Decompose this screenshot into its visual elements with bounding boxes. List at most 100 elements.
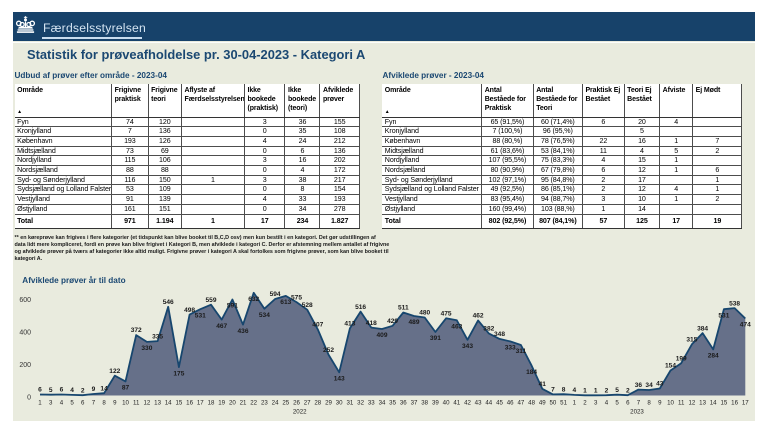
svg-text:534: 534 [259, 312, 270, 319]
svg-text:22: 22 [250, 399, 257, 406]
svg-text:48: 48 [528, 399, 535, 406]
svg-text:5: 5 [49, 387, 53, 394]
svg-text:531: 531 [718, 312, 729, 319]
svg-text:2: 2 [626, 387, 630, 394]
svg-text:10: 10 [667, 399, 674, 406]
svg-text:546: 546 [163, 299, 174, 306]
svg-text:38: 38 [421, 399, 428, 406]
svg-text:9: 9 [113, 399, 117, 406]
svg-text:25: 25 [282, 399, 289, 406]
svg-text:6: 6 [38, 387, 42, 394]
svg-text:17: 17 [197, 399, 204, 406]
svg-text:13: 13 [154, 399, 161, 406]
svg-text:348: 348 [494, 331, 505, 338]
svg-text:2: 2 [81, 387, 85, 394]
svg-text:2: 2 [605, 387, 609, 394]
svg-text:6: 6 [81, 399, 85, 406]
svg-text:382: 382 [483, 326, 494, 333]
svg-text:37: 37 [411, 399, 418, 406]
svg-text:8: 8 [102, 399, 106, 406]
svg-text:284: 284 [708, 353, 719, 360]
svg-text:335: 335 [152, 333, 163, 340]
svg-text:14: 14 [165, 399, 172, 406]
svg-text:15: 15 [720, 399, 727, 406]
svg-text:19: 19 [218, 399, 225, 406]
svg-text:4: 4 [605, 399, 609, 406]
svg-text:11: 11 [133, 399, 140, 406]
svg-text:343: 343 [462, 343, 473, 350]
svg-text:24: 24 [272, 399, 279, 406]
svg-text:372: 372 [131, 327, 142, 334]
svg-text:51: 51 [560, 399, 567, 406]
svg-text:311: 311 [516, 348, 527, 355]
svg-text:35: 35 [389, 399, 396, 406]
svg-text:391: 391 [430, 335, 441, 342]
svg-text:29: 29 [325, 399, 332, 406]
svg-text:5: 5 [615, 387, 619, 394]
svg-text:7: 7 [551, 387, 555, 394]
svg-text:33: 33 [368, 399, 375, 406]
svg-text:5: 5 [615, 399, 619, 406]
svg-text:528: 528 [302, 302, 313, 309]
svg-text:2022: 2022 [293, 408, 307, 415]
svg-text:5: 5 [70, 399, 74, 406]
svg-text:7: 7 [637, 399, 641, 406]
svg-text:26: 26 [293, 399, 300, 406]
svg-text:409: 409 [376, 332, 387, 339]
svg-text:463: 463 [451, 324, 462, 331]
svg-text:480: 480 [419, 310, 430, 317]
svg-text:407: 407 [312, 322, 323, 329]
svg-text:14: 14 [100, 385, 108, 392]
svg-text:43: 43 [475, 399, 482, 406]
svg-text:36: 36 [400, 399, 407, 406]
svg-text:31: 31 [346, 399, 353, 406]
svg-text:21: 21 [240, 399, 247, 406]
svg-text:2023: 2023 [630, 408, 644, 415]
svg-text:436: 436 [237, 328, 248, 335]
svg-text:34: 34 [379, 399, 386, 406]
svg-text:27: 27 [304, 399, 311, 406]
svg-text:6: 6 [626, 399, 630, 406]
svg-text:475: 475 [441, 311, 452, 318]
svg-text:384: 384 [697, 325, 708, 332]
svg-text:0: 0 [27, 395, 31, 402]
svg-text:50: 50 [549, 399, 556, 406]
svg-text:154: 154 [665, 363, 676, 370]
svg-text:252: 252 [323, 347, 334, 354]
svg-text:10: 10 [122, 399, 129, 406]
svg-text:40: 40 [443, 399, 450, 406]
svg-text:47: 47 [517, 399, 524, 406]
svg-text:23: 23 [261, 399, 268, 406]
svg-text:34: 34 [645, 382, 653, 389]
svg-text:511: 511 [398, 305, 409, 312]
svg-text:498: 498 [184, 307, 195, 314]
svg-text:184: 184 [526, 369, 537, 376]
svg-text:8: 8 [647, 399, 651, 406]
svg-text:42: 42 [464, 399, 471, 406]
svg-text:594: 594 [270, 291, 281, 298]
svg-text:489: 489 [408, 319, 419, 326]
svg-text:46: 46 [507, 399, 514, 406]
svg-text:613: 613 [280, 299, 291, 306]
svg-text:122: 122 [109, 368, 120, 375]
svg-text:330: 330 [141, 345, 152, 352]
svg-text:200: 200 [19, 362, 31, 369]
svg-text:43: 43 [656, 381, 664, 388]
svg-text:516: 516 [355, 304, 366, 311]
svg-text:632: 632 [248, 296, 259, 303]
svg-text:41: 41 [539, 381, 547, 388]
svg-text:8: 8 [562, 386, 566, 393]
svg-text:7: 7 [92, 399, 96, 406]
svg-text:41: 41 [453, 399, 460, 406]
svg-text:575: 575 [291, 294, 302, 301]
svg-text:1: 1 [583, 388, 587, 395]
svg-text:3: 3 [594, 399, 598, 406]
svg-text:12: 12 [143, 399, 150, 406]
svg-text:413: 413 [344, 321, 355, 328]
svg-text:531: 531 [195, 312, 206, 319]
svg-text:16: 16 [731, 399, 738, 406]
svg-text:9: 9 [92, 386, 96, 393]
svg-text:175: 175 [173, 370, 184, 377]
svg-text:11: 11 [678, 399, 685, 406]
svg-text:4: 4 [572, 387, 576, 394]
